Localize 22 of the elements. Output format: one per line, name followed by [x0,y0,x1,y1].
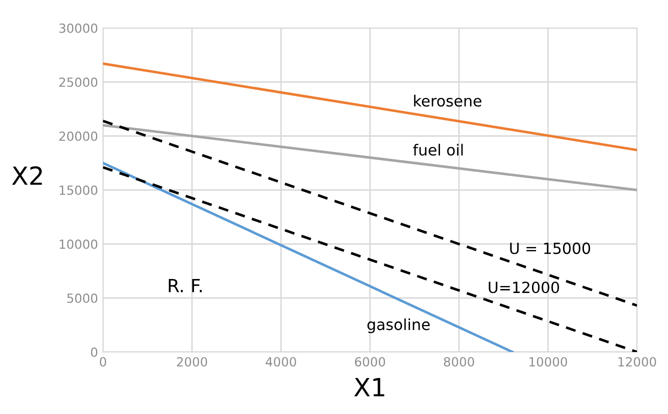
x-tick-label: 12000 [618,357,656,367]
y-tick-label: 0 [91,347,98,357]
series-label: fuel oil [413,144,463,156]
series-label: U = 15000 [510,242,590,254]
y-axis-title: X2 [12,166,42,185]
x-tick-label: 4000 [266,357,296,367]
y-tick-label: 30000 [59,23,98,33]
y-tick-label: 10000 [60,239,98,249]
x-axis-title: X1 [354,378,384,396]
x-tick-label: 10000 [529,357,568,367]
annotation: R. F. [168,279,202,292]
series-label: kerosene [414,94,482,107]
x-tick-label: 0 [100,357,106,367]
x-tick-label: 8000 [444,357,474,367]
y-tick-label: 5000 [67,293,98,303]
series-label: U=12000 [488,282,560,294]
y-tick-label: 20000 [59,131,98,141]
y-tick-label: 15000 [60,185,98,195]
x-tick-label: 2000 [177,357,208,367]
x-tick-label: 6000 [354,357,386,367]
series-label: gasoline [367,318,430,334]
y-tick-label: 25000 [59,77,98,87]
